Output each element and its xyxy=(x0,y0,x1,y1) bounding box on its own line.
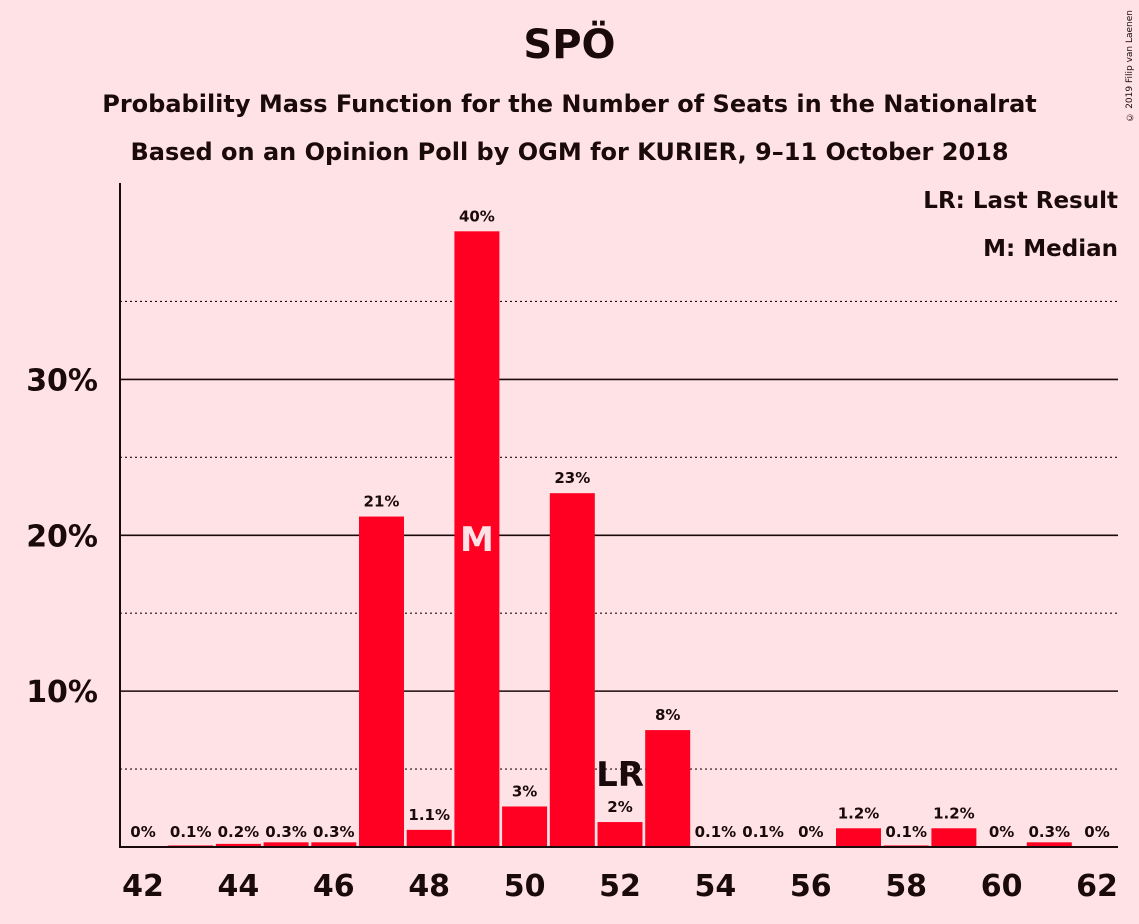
bar-seat-46 xyxy=(311,842,357,847)
data-label-seat-44: 0.2% xyxy=(218,823,260,841)
chart-subtitle-line-2: Based on an Opinion Poll by OGM for KURI… xyxy=(130,138,1009,166)
data-label-seat-60: 0% xyxy=(989,823,1014,841)
data-label-seat-56: 0% xyxy=(798,823,823,841)
y-tick-label-20: 20% xyxy=(26,519,98,554)
x-tick-label-44: 44 xyxy=(218,869,260,904)
x-tick-label-52: 52 xyxy=(599,869,641,904)
bar-seat-61 xyxy=(1026,842,1072,847)
bars xyxy=(168,231,1072,848)
data-label-seat-50: 3% xyxy=(512,782,537,800)
legend-entry-1: M: Median xyxy=(983,236,1118,262)
bar-seat-51 xyxy=(549,493,595,847)
data-label-seat-58: 0.1% xyxy=(885,823,927,841)
gridlines xyxy=(120,300,1118,770)
x-tick-label-60: 60 xyxy=(981,869,1023,904)
legend: LR: Last Result M: Median xyxy=(923,188,1118,262)
data-label-seat-62: 0% xyxy=(1084,823,1109,841)
data-label-seat-45: 0.3% xyxy=(265,823,307,841)
data-label-seat-48: 1.1% xyxy=(408,806,450,824)
median-marker: M xyxy=(460,520,494,560)
x-tick-label-58: 58 xyxy=(885,869,927,904)
markers: M LR xyxy=(460,520,644,795)
x-tick-label-48: 48 xyxy=(408,869,450,904)
data-label-seat-55: 0.1% xyxy=(742,823,784,841)
data-label-seat-54: 0.1% xyxy=(695,823,737,841)
bar-seat-52 xyxy=(597,822,643,847)
chart-title: SPÖ xyxy=(523,22,616,68)
data-label-seat-43: 0.1% xyxy=(170,823,212,841)
data-label-seat-46: 0.3% xyxy=(313,823,355,841)
data-label-seat-47: 21% xyxy=(364,493,400,511)
x-tick-label-42: 42 xyxy=(122,869,164,904)
y-tick-label-30: 30% xyxy=(26,363,98,398)
data-label-seat-53: 8% xyxy=(655,706,680,724)
bar-seat-59 xyxy=(931,828,977,847)
bar-seat-53 xyxy=(645,730,691,847)
data-label-seat-51: 23% xyxy=(554,469,590,487)
data-label-seat-59: 1.2% xyxy=(933,804,975,822)
bar-seat-50 xyxy=(502,806,548,847)
last-result-marker: LR xyxy=(596,755,644,795)
x-tick-label-62: 62 xyxy=(1076,869,1118,904)
legend-entry-0: LR: Last Result xyxy=(923,188,1118,214)
bar-seat-44 xyxy=(215,843,261,847)
x-tick-label-46: 46 xyxy=(313,869,355,904)
bar-seat-57 xyxy=(836,828,881,847)
bar-seat-45 xyxy=(263,842,309,847)
data-label-seat-52: 2% xyxy=(607,798,632,816)
data-label-seat-61: 0.3% xyxy=(1028,823,1070,841)
data-label-seat-49: 40% xyxy=(459,207,495,225)
data-label-seat-42: 0% xyxy=(130,823,155,841)
x-tick-label-56: 56 xyxy=(790,869,832,904)
data-label-seat-57: 1.2% xyxy=(838,804,880,822)
x-tick-label-50: 50 xyxy=(504,869,546,904)
bar-seat-48 xyxy=(406,829,452,847)
y-tick-label-10: 10% xyxy=(26,675,98,710)
x-tick-label-54: 54 xyxy=(695,869,737,904)
data-labels: 0% 0.1% 0.2% 0.3% 0.3% 21% 1.1% 40% 3% 23% 2% 8% 0.1… xyxy=(130,207,1109,841)
axes: 10% 20% 30% 42 44 46 48 50 52 54 56 58 60 62 xyxy=(26,183,1118,904)
chart-subtitle-line-1: Probability Mass Function for the Number… xyxy=(102,90,1037,118)
bar-seat-49 xyxy=(454,231,500,848)
bar-seat-47 xyxy=(359,516,404,847)
